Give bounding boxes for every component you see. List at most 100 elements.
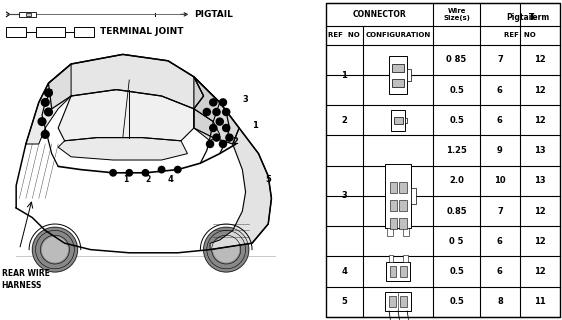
Text: CONFIGURATION: CONFIGURATION bbox=[365, 32, 430, 38]
Circle shape bbox=[174, 166, 181, 173]
Circle shape bbox=[216, 118, 223, 125]
Text: 5: 5 bbox=[265, 175, 271, 184]
Bar bbox=[392, 79, 405, 87]
Bar bbox=[386, 262, 410, 281]
Circle shape bbox=[210, 124, 217, 132]
Text: 2: 2 bbox=[233, 137, 238, 146]
Circle shape bbox=[44, 108, 52, 116]
Text: 6: 6 bbox=[497, 86, 503, 95]
Text: 4: 4 bbox=[168, 175, 174, 184]
Bar bbox=[401, 296, 407, 307]
Circle shape bbox=[126, 170, 133, 176]
Circle shape bbox=[38, 118, 46, 125]
Bar bbox=[403, 228, 409, 236]
Text: 10: 10 bbox=[494, 176, 506, 185]
Bar bbox=[35, 27, 65, 37]
Text: 7: 7 bbox=[497, 55, 503, 64]
Circle shape bbox=[158, 166, 165, 173]
Bar bbox=[400, 266, 407, 277]
Bar bbox=[400, 200, 407, 211]
Circle shape bbox=[210, 99, 217, 106]
Text: 11: 11 bbox=[534, 297, 546, 306]
Polygon shape bbox=[58, 138, 187, 160]
Text: 1: 1 bbox=[341, 70, 347, 80]
Text: 0 5: 0 5 bbox=[450, 237, 464, 246]
Text: 12: 12 bbox=[534, 237, 546, 246]
Bar bbox=[26, 13, 31, 16]
Text: 2: 2 bbox=[341, 116, 347, 125]
Text: 0.5: 0.5 bbox=[449, 267, 464, 276]
Text: 4: 4 bbox=[341, 267, 347, 276]
Text: REAR WIRE
HARNESS: REAR WIRE HARNESS bbox=[2, 269, 49, 290]
Circle shape bbox=[42, 131, 49, 138]
Text: 12: 12 bbox=[534, 206, 546, 216]
Text: Pigtail: Pigtail bbox=[506, 13, 534, 22]
Bar bbox=[389, 200, 397, 211]
Bar bbox=[74, 27, 94, 37]
Text: 7: 7 bbox=[497, 206, 503, 216]
Bar bbox=[389, 218, 397, 229]
Circle shape bbox=[32, 227, 78, 272]
Text: 1: 1 bbox=[123, 175, 128, 184]
Bar bbox=[400, 218, 407, 229]
Polygon shape bbox=[194, 77, 239, 144]
Bar bbox=[389, 182, 397, 193]
Circle shape bbox=[213, 134, 220, 141]
Text: 12: 12 bbox=[534, 116, 546, 125]
Circle shape bbox=[223, 108, 230, 116]
Text: 6: 6 bbox=[497, 116, 503, 125]
Bar bbox=[7, 27, 26, 37]
Bar bbox=[407, 69, 411, 81]
Bar bbox=[392, 64, 405, 72]
Bar bbox=[394, 117, 402, 124]
Text: 5: 5 bbox=[341, 297, 347, 306]
Text: Wire
Size(s): Wire Size(s) bbox=[443, 8, 470, 21]
Bar bbox=[400, 182, 407, 193]
Circle shape bbox=[43, 237, 67, 262]
Bar bbox=[385, 164, 411, 228]
Text: 0.5: 0.5 bbox=[449, 86, 464, 95]
Text: 12: 12 bbox=[534, 86, 546, 95]
Polygon shape bbox=[26, 64, 71, 144]
Text: 3: 3 bbox=[242, 95, 248, 104]
Text: 3: 3 bbox=[341, 191, 347, 200]
Circle shape bbox=[226, 134, 233, 141]
Bar bbox=[391, 109, 405, 131]
Polygon shape bbox=[210, 128, 271, 250]
Circle shape bbox=[44, 89, 52, 97]
Circle shape bbox=[203, 227, 249, 272]
Text: 1: 1 bbox=[252, 121, 258, 130]
Circle shape bbox=[206, 140, 214, 148]
Circle shape bbox=[219, 140, 226, 148]
Bar bbox=[405, 118, 407, 123]
Text: 6: 6 bbox=[497, 267, 503, 276]
Text: 2: 2 bbox=[146, 175, 151, 184]
Text: PIGTAIL: PIGTAIL bbox=[194, 10, 233, 19]
Bar bbox=[385, 292, 411, 311]
Polygon shape bbox=[16, 54, 271, 253]
Polygon shape bbox=[194, 109, 220, 141]
Circle shape bbox=[110, 170, 116, 176]
Text: 2.0: 2.0 bbox=[449, 176, 464, 185]
Bar bbox=[387, 228, 393, 236]
Text: 6: 6 bbox=[497, 237, 503, 246]
Circle shape bbox=[213, 108, 220, 116]
Text: 12: 12 bbox=[534, 55, 546, 64]
Circle shape bbox=[42, 99, 49, 106]
Text: TERMINAL JOINT: TERMINAL JOINT bbox=[100, 28, 184, 36]
Text: 12: 12 bbox=[534, 267, 546, 276]
Bar bbox=[388, 255, 393, 262]
Polygon shape bbox=[194, 77, 220, 122]
Polygon shape bbox=[48, 54, 203, 109]
Text: CONNECTOR: CONNECTOR bbox=[352, 10, 406, 19]
Text: REF  NO: REF NO bbox=[504, 32, 536, 38]
Text: REF  NO: REF NO bbox=[328, 32, 360, 38]
Text: 13: 13 bbox=[534, 146, 546, 155]
Text: 0.85: 0.85 bbox=[446, 206, 467, 216]
Circle shape bbox=[203, 108, 210, 116]
Bar bbox=[389, 56, 407, 94]
Text: 0 85: 0 85 bbox=[446, 55, 467, 64]
Text: 13: 13 bbox=[534, 176, 546, 185]
Circle shape bbox=[219, 99, 226, 106]
Text: 0.5: 0.5 bbox=[449, 297, 464, 306]
